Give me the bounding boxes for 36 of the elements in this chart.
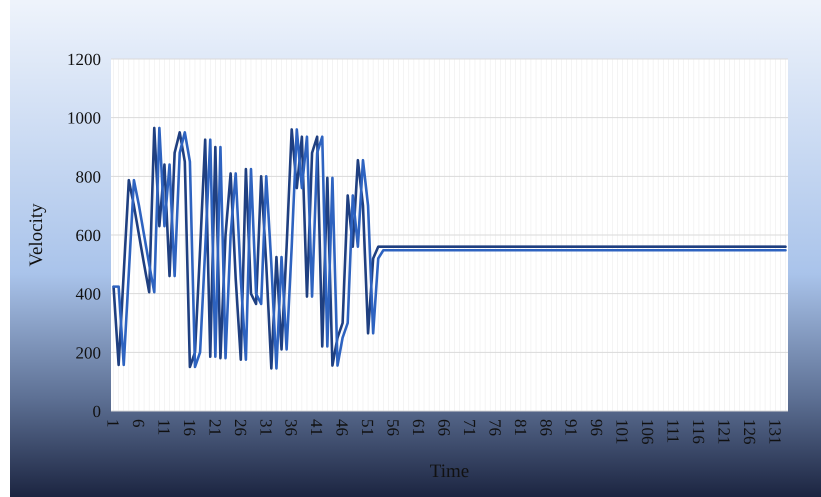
x-tick-label: 66 (434, 419, 454, 436)
x-tick-label: 96 (587, 419, 606, 436)
x-tick-label: 11 (154, 419, 174, 436)
x-axis-title: Time (430, 461, 470, 482)
x-tick-label: 121 (714, 419, 734, 444)
x-tick-label: 111 (664, 419, 683, 444)
x-tick-label: 81 (510, 419, 530, 436)
y-tick-label: 200 (76, 343, 101, 362)
x-tick-label: 21 (205, 419, 224, 436)
x-tick-label: 101 (612, 419, 632, 444)
x-tick-label: 31 (256, 419, 276, 436)
x-tick-label: 46 (332, 419, 352, 436)
x-tick-label: 76 (485, 419, 504, 436)
y-tick-label: 600 (76, 226, 101, 245)
x-tick-label: 56 (384, 419, 403, 436)
x-tick-label: 131 (765, 419, 784, 444)
x-tick-label: 91 (562, 419, 581, 436)
x-tick-label: 26 (230, 419, 250, 436)
y-tick-label: 0 (92, 402, 101, 421)
x-tick-label: 6 (129, 419, 148, 428)
x-tick-label: 106 (638, 419, 658, 444)
y-axis-title: Velocity (26, 202, 47, 267)
x-tick-label: 51 (358, 419, 378, 436)
y-tick-label: 400 (76, 284, 101, 304)
x-tick-label: 61 (409, 419, 428, 436)
y-tick-label: 1200 (67, 50, 101, 69)
x-tick-label: 16 (180, 419, 199, 436)
x-tick-label: 116 (688, 419, 708, 444)
y-tick-label: 800 (76, 167, 101, 186)
y-tick-label: 1000 (67, 108, 101, 128)
x-tick-label: 41 (307, 419, 326, 436)
x-tick-label: 36 (282, 419, 301, 436)
x-tick-label: 1 (104, 419, 123, 428)
x-tick-label: 71 (460, 419, 479, 436)
x-tick-label: 86 (536, 419, 556, 436)
x-tick-label: 126 (740, 419, 759, 444)
